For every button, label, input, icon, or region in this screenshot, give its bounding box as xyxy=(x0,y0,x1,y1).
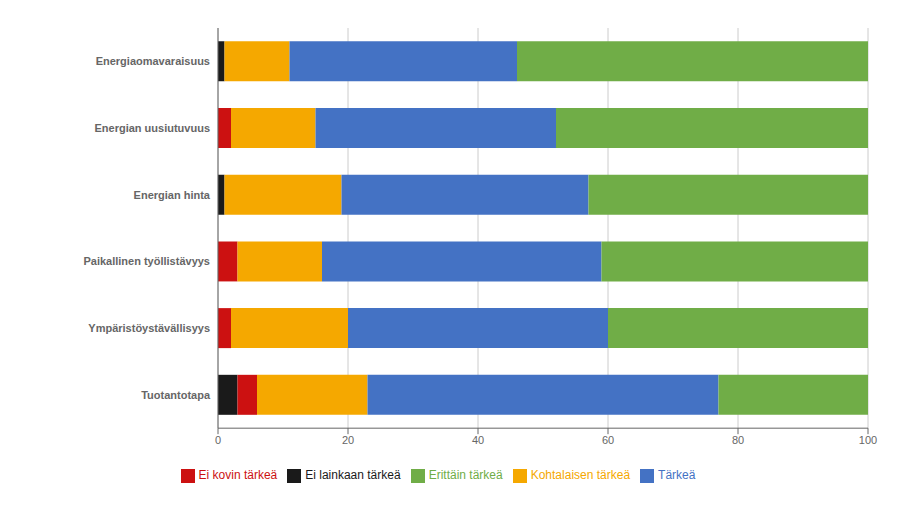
svg-text:Paikallinen työllistävyys: Paikallinen työllistävyys xyxy=(83,255,210,267)
svg-text:Energian hinta: Energian hinta xyxy=(134,189,211,201)
svg-text:Ympäristöystävällisyys: Ympäristöystävällisyys xyxy=(88,322,210,334)
html-text:Kohtalaisen tärkeä: Kohtalaisen tärkeä xyxy=(530,468,631,483)
svg-text:Energian uusiutuvuus: Energian uusiutuvuus xyxy=(94,122,210,134)
svg-text:Energiaomavaraisuus: Energiaomavaraisuus xyxy=(96,55,210,67)
html-text:Tärkeä: Tärkeä xyxy=(658,468,696,483)
svg-text:80: 80 xyxy=(732,434,744,446)
html-text:Erittäin tärkeä: Erittäin tärkeä xyxy=(428,468,503,483)
svg-text:0: 0 xyxy=(215,434,221,446)
svg-text:40: 40 xyxy=(472,434,484,446)
svg-text:Tuotantotapa: Tuotantotapa xyxy=(141,389,211,401)
html-text:Ei kovin tärkeä: Ei kovin tärkeä xyxy=(198,468,278,483)
html-text:Ei lainkaan tärkeä: Ei lainkaan tärkeä xyxy=(305,468,401,483)
svg-text:100: 100 xyxy=(859,434,877,446)
svg-text:60: 60 xyxy=(602,434,614,446)
svg-text:20: 20 xyxy=(342,434,354,446)
